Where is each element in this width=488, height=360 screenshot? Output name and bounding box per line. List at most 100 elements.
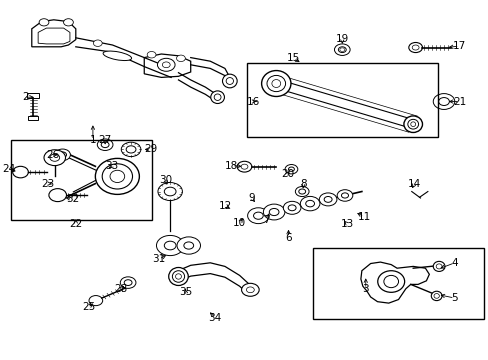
Circle shape	[121, 142, 141, 157]
Circle shape	[147, 51, 156, 58]
Bar	[312, 248, 483, 319]
Ellipse shape	[103, 51, 131, 60]
Text: 4: 4	[450, 258, 457, 268]
Circle shape	[269, 208, 278, 216]
Text: 15: 15	[286, 53, 300, 63]
Text: 26: 26	[46, 150, 60, 160]
Text: 16: 16	[246, 96, 260, 107]
Circle shape	[305, 201, 314, 207]
Circle shape	[120, 277, 136, 288]
Text: 33: 33	[104, 161, 118, 171]
Ellipse shape	[271, 80, 280, 87]
Circle shape	[337, 190, 352, 201]
Circle shape	[246, 287, 254, 293]
Text: 31: 31	[152, 254, 165, 264]
Ellipse shape	[214, 94, 221, 100]
Ellipse shape	[222, 74, 237, 88]
Circle shape	[287, 205, 296, 211]
Text: 19: 19	[335, 34, 348, 44]
Circle shape	[285, 165, 297, 174]
Circle shape	[241, 164, 247, 169]
Ellipse shape	[175, 274, 181, 279]
Circle shape	[177, 237, 200, 254]
Text: 20: 20	[281, 168, 293, 179]
Text: 8: 8	[299, 179, 306, 189]
Ellipse shape	[261, 71, 290, 96]
Ellipse shape	[410, 122, 415, 126]
Ellipse shape	[102, 164, 132, 189]
Circle shape	[164, 241, 176, 250]
Circle shape	[408, 42, 422, 53]
Circle shape	[156, 235, 183, 256]
Ellipse shape	[110, 170, 124, 183]
Text: 12: 12	[219, 201, 232, 211]
Circle shape	[438, 98, 448, 105]
Circle shape	[63, 19, 73, 26]
Circle shape	[432, 94, 454, 109]
Text: 18: 18	[224, 161, 238, 171]
Ellipse shape	[266, 75, 285, 91]
Circle shape	[126, 146, 136, 153]
Circle shape	[288, 167, 294, 171]
Text: 10: 10	[233, 218, 245, 228]
Text: 24: 24	[2, 164, 16, 174]
Text: 21: 21	[452, 96, 466, 107]
Circle shape	[49, 189, 66, 202]
Bar	[11, 140, 151, 220]
Circle shape	[55, 149, 70, 161]
Text: 22: 22	[69, 219, 82, 229]
Text: 9: 9	[248, 193, 255, 203]
Circle shape	[253, 212, 263, 219]
Ellipse shape	[168, 267, 188, 285]
Text: 34: 34	[208, 312, 222, 323]
Ellipse shape	[377, 271, 404, 292]
Bar	[27, 93, 39, 98]
Text: 1: 1	[89, 135, 96, 145]
Circle shape	[176, 55, 185, 62]
Text: 13: 13	[340, 219, 353, 229]
Text: 32: 32	[65, 194, 79, 204]
Circle shape	[158, 183, 182, 201]
Circle shape	[341, 193, 348, 198]
Circle shape	[59, 152, 66, 158]
Ellipse shape	[403, 116, 422, 132]
Text: 14: 14	[407, 179, 421, 189]
Circle shape	[162, 62, 170, 68]
Text: 3: 3	[362, 284, 368, 294]
Ellipse shape	[432, 261, 444, 271]
Circle shape	[247, 208, 268, 224]
Text: 29: 29	[143, 144, 157, 154]
Circle shape	[13, 166, 28, 178]
Circle shape	[263, 204, 285, 220]
Circle shape	[183, 242, 193, 249]
Ellipse shape	[383, 275, 398, 288]
Ellipse shape	[210, 91, 224, 104]
Circle shape	[319, 193, 336, 206]
Ellipse shape	[225, 77, 233, 85]
Circle shape	[237, 161, 251, 172]
Circle shape	[324, 197, 331, 202]
Circle shape	[44, 150, 65, 166]
Circle shape	[89, 296, 102, 306]
Circle shape	[101, 142, 109, 148]
Text: 5: 5	[450, 293, 457, 303]
Text: 28: 28	[114, 284, 128, 294]
Text: 11: 11	[357, 212, 370, 222]
Circle shape	[157, 58, 175, 71]
Circle shape	[164, 187, 176, 196]
Bar	[28, 116, 38, 120]
Circle shape	[334, 44, 349, 55]
Text: 35: 35	[179, 287, 192, 297]
Text: 25: 25	[82, 302, 96, 312]
Circle shape	[97, 139, 113, 150]
Ellipse shape	[172, 271, 184, 282]
Text: 6: 6	[285, 233, 291, 243]
Text: 23: 23	[41, 179, 55, 189]
Text: 2: 2	[22, 92, 29, 102]
Circle shape	[241, 283, 259, 296]
Circle shape	[39, 19, 49, 26]
Text: 17: 17	[452, 41, 466, 51]
Ellipse shape	[430, 291, 441, 301]
Text: 7: 7	[263, 215, 269, 225]
Ellipse shape	[433, 294, 439, 298]
